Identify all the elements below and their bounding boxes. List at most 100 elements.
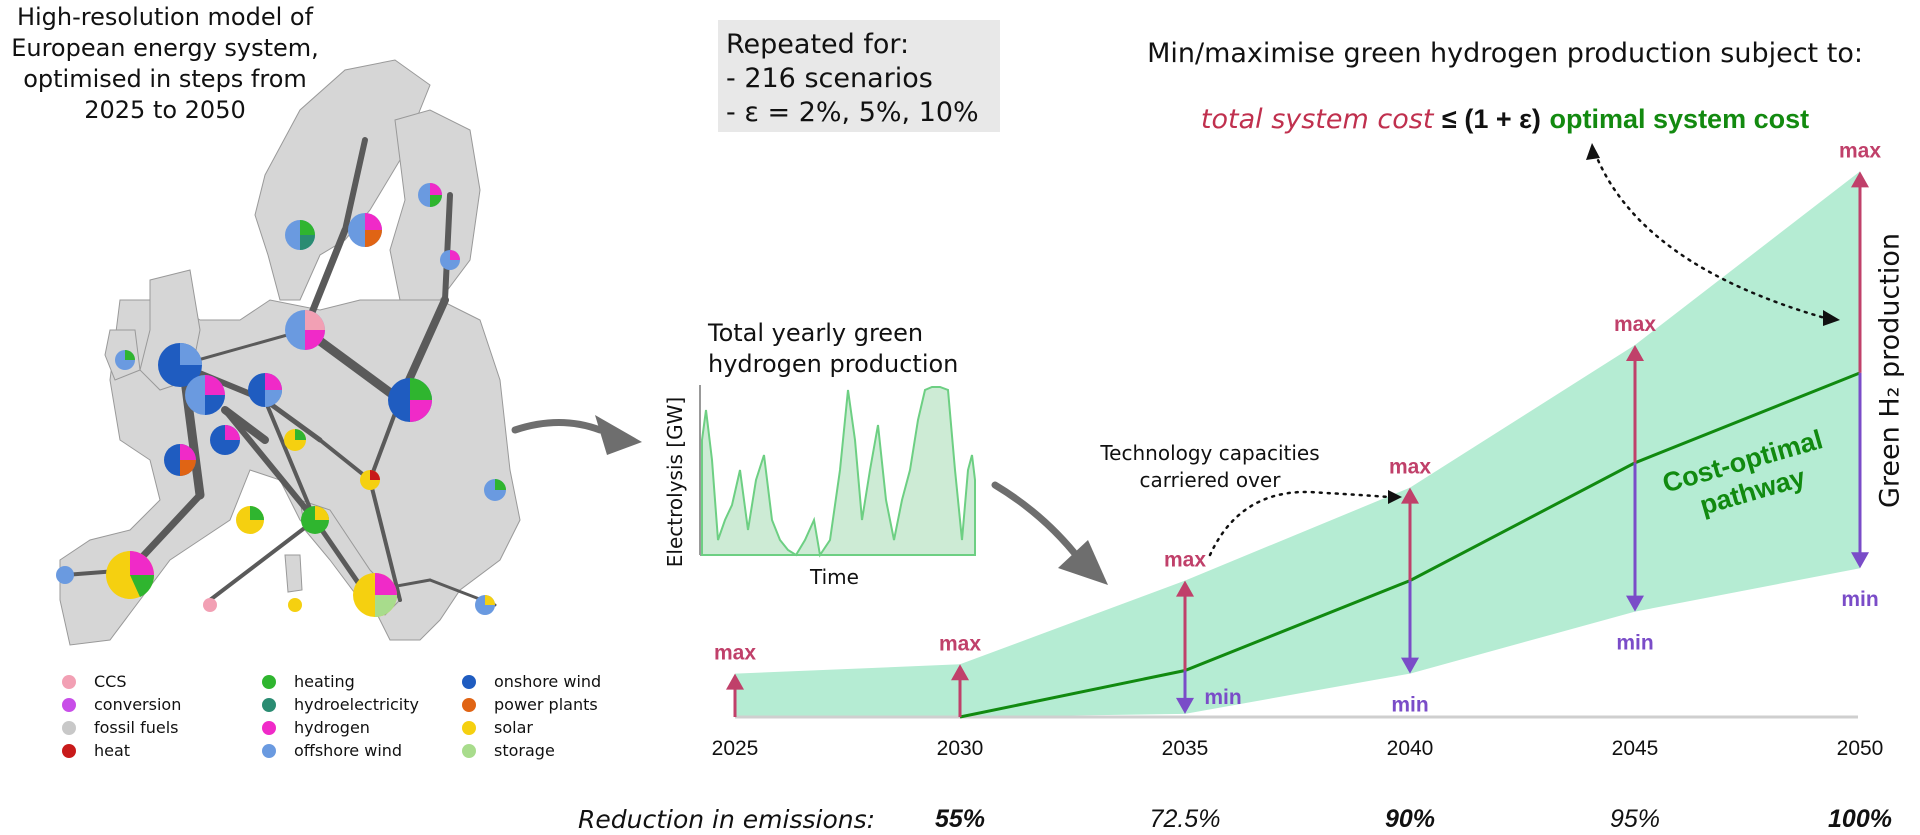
max-arrow-2030-head <box>951 664 969 681</box>
arrow-head-1 <box>595 415 642 455</box>
dotted-arrow-carried <box>1208 490 1392 557</box>
main-chart: max max max min max min max min max min 2025 2030 20… <box>712 139 1892 833</box>
map-title-line-4: 2025 to 2050 <box>84 96 246 124</box>
legend-swatch <box>62 675 76 689</box>
legend-swatch <box>262 675 276 689</box>
max-label-2050: max <box>1839 139 1881 162</box>
node-france-west <box>164 444 196 476</box>
node-alps <box>301 506 329 534</box>
legend-swatch <box>462 744 476 758</box>
mini-title-line-2: hydrogen production <box>708 350 959 378</box>
x-tick-label: 2040 <box>1387 737 1434 760</box>
x-tick-label: 2035 <box>1162 737 1209 760</box>
node-uk <box>158 343 202 387</box>
carried-line-1: Technology capacities <box>1100 441 1320 465</box>
emission-reduction-value: 100% <box>1828 805 1892 833</box>
flow-arrows <box>511 419 1084 564</box>
legend-label: storage <box>494 741 555 760</box>
legend-swatch <box>262 721 276 735</box>
dotted-arrows <box>1208 151 1827 557</box>
min-label-2045: min <box>1616 632 1653 655</box>
node-greece <box>475 595 495 615</box>
max-label-2045: max <box>1614 313 1656 336</box>
node-finland <box>440 250 460 270</box>
arrow-minichart-to-main <box>991 481 1084 564</box>
constraint-rhs: optimal system cost <box>1549 104 1810 134</box>
min-label-2040: min <box>1391 694 1428 717</box>
map-title: High-resolution model of European energy… <box>0 2 330 126</box>
x-tick-label: 2045 <box>1612 737 1659 760</box>
min-arrow-2050-head <box>1851 552 1869 569</box>
main-chart-ylabel: Green H₂ production <box>1874 232 1906 509</box>
min-arrow-2045-head <box>1626 595 1644 612</box>
max-arrow-2045-head <box>1626 345 1644 361</box>
mini-chart-xlabel: Time <box>810 565 859 589</box>
legend-swatch <box>62 744 76 758</box>
reduction-label: Reduction in emissions: <box>578 805 876 834</box>
feasible-band <box>735 171 1860 717</box>
carried-line-2: carriered over <box>1139 468 1281 492</box>
node-norway <box>285 220 315 250</box>
map-title-line-1: High-resolution model of <box>16 3 314 31</box>
node-ireland <box>115 350 135 370</box>
x-tick-label: 2025 <box>712 737 759 760</box>
max-arrow-2025-head <box>726 673 744 690</box>
node-sardinia <box>288 598 302 612</box>
map-title-line-2: European energy system, <box>11 34 319 62</box>
min-label-2050: min <box>1841 588 1878 611</box>
node-benelux <box>248 373 282 407</box>
node-scandinavia-north <box>418 183 442 207</box>
node-france-south <box>236 506 264 534</box>
max-arrow-2035-head <box>1176 580 1194 597</box>
legend-swatch <box>462 698 476 712</box>
node-italy-south <box>353 573 397 617</box>
node-iberia <box>106 551 155 599</box>
max-arrow-2040-head <box>1401 487 1419 504</box>
legend-label: fossil fuels <box>94 718 179 737</box>
map-title-line-3: optimised in steps from <box>23 65 307 93</box>
legend-swatch <box>262 698 276 712</box>
min-label-2035: min <box>1204 686 1241 709</box>
mini-title-line-1: Total yearly green <box>708 319 924 347</box>
max-label-2025: max <box>714 642 756 665</box>
mini-chart-title: Total yearly green hydrogen production <box>708 318 958 380</box>
objective-text: Min/maximise green hydrogen production s… <box>1147 38 1863 69</box>
legend-label: CCS <box>94 672 127 691</box>
legend-label: heating <box>294 672 355 691</box>
legend-swatch <box>262 744 276 758</box>
dotted-arrow-carried-head <box>1388 490 1402 504</box>
min-arrow-2040-head <box>1401 657 1419 674</box>
node-portugal <box>56 566 74 584</box>
emission-reduction-value: 90% <box>1385 805 1435 833</box>
dotted-arrow-constraint <box>1593 151 1827 320</box>
max-label-2035: max <box>1164 549 1206 572</box>
node-sweden <box>348 213 382 247</box>
carried-over-note: Technology capacities carriered over <box>1085 440 1335 494</box>
legend-label: hydrogen <box>294 718 370 737</box>
constraint-operator: ≤ (1 + ε) <box>1442 104 1541 134</box>
mini-chart-ylabel: Electrolysis [GW] <box>663 396 687 568</box>
node-poland <box>388 378 432 422</box>
node-france-north <box>210 425 240 455</box>
legend-label: onshore wind <box>494 672 602 691</box>
x-tick-label: 2050 <box>1837 737 1884 760</box>
legend-label: offshore wind <box>294 741 403 760</box>
map-nodes <box>56 183 506 617</box>
arrow-map-to-minichart <box>511 419 604 434</box>
legend-label: solar <box>494 718 533 737</box>
legend-label: power plants <box>494 695 598 714</box>
node-balkans <box>360 470 380 490</box>
map-sardinia <box>284 554 303 593</box>
max-label-2030: max <box>939 632 981 655</box>
max-arrow-2050-head <box>1851 171 1869 188</box>
node-uk-south <box>185 375 225 415</box>
emission-reduction-value: 95% <box>1610 805 1660 833</box>
arrow-head-2 <box>1058 540 1108 585</box>
min-arrow-2035-head <box>1176 697 1194 714</box>
legend-swatch <box>462 721 476 735</box>
constraint-lhs: total system cost <box>1200 104 1434 135</box>
node-north-africa <box>203 598 217 612</box>
legend-swatch <box>62 698 76 712</box>
max-label-2040: max <box>1389 456 1431 479</box>
dotted-arrow-constraint-head-bottom <box>1823 310 1840 326</box>
